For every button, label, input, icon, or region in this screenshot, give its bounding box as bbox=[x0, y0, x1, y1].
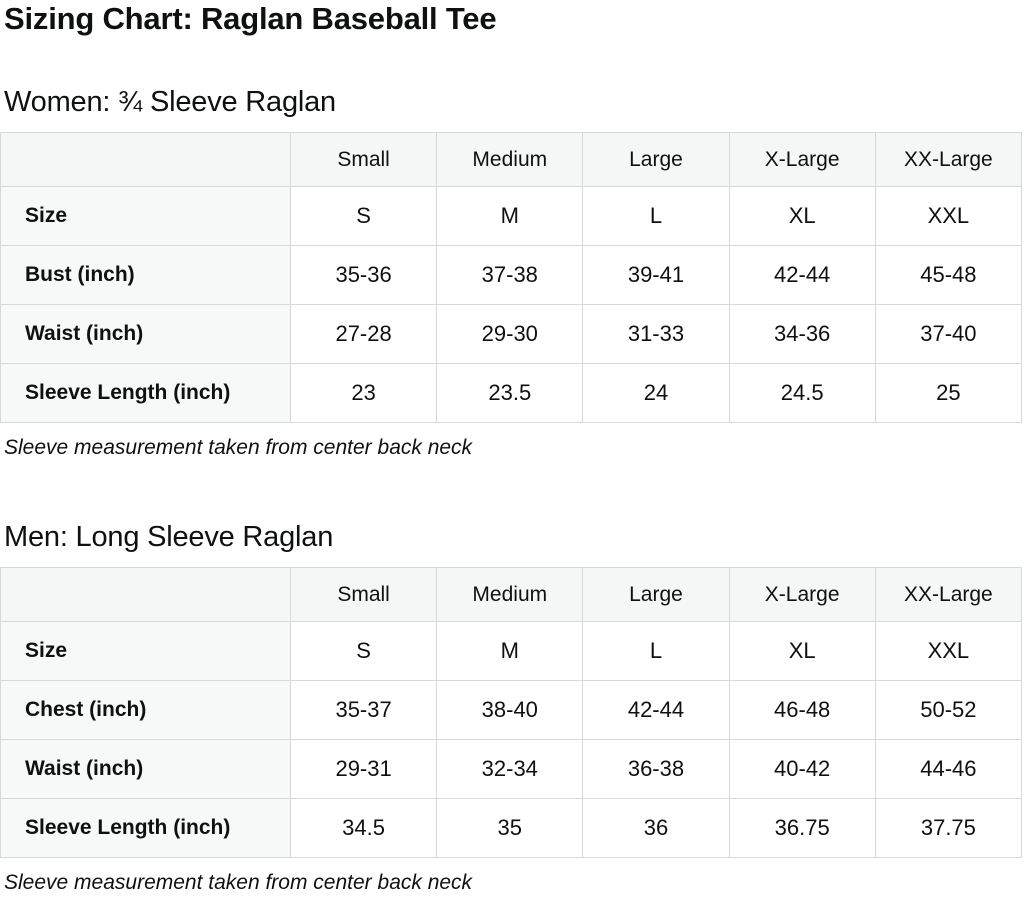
row-label-sleeve-length: Sleeve Length (inch) bbox=[0, 798, 291, 858]
value-cell: M bbox=[436, 186, 584, 246]
value-cell: 37-40 bbox=[874, 304, 1023, 364]
value-cell: 32-34 bbox=[436, 739, 584, 799]
value-cell: XL bbox=[728, 186, 876, 246]
table-row-sleeve-length: Sleeve Length (inch) 34.5 35 36 36.75 37… bbox=[0, 798, 1023, 858]
column-header-medium: Medium bbox=[436, 567, 584, 622]
row-label-size: Size bbox=[0, 186, 291, 246]
table-row-chest: Chest (inch) 35-37 38-40 42-44 46-48 50-… bbox=[0, 680, 1023, 740]
table-row-sleeve-length: Sleeve Length (inch) 23 23.5 24 24.5 25 bbox=[0, 363, 1023, 423]
table-row-waist: Waist (inch) 29-31 32-34 36-38 40-42 44-… bbox=[0, 739, 1023, 799]
value-cell: 42-44 bbox=[582, 680, 730, 740]
value-cell: 29-30 bbox=[436, 304, 584, 364]
column-header-xx-large: XX-Large bbox=[874, 132, 1023, 187]
sleeve-measurement-note-women: Sleeve measurement taken from center bac… bbox=[4, 436, 473, 459]
value-cell: M bbox=[436, 621, 584, 681]
table-row-waist: Waist (inch) 27-28 29-30 31-33 34-36 37-… bbox=[0, 304, 1023, 364]
value-cell: 31-33 bbox=[582, 304, 730, 364]
sizing-table-men: Small Medium Large X-Large XX-Large Size… bbox=[0, 567, 1023, 858]
row-label-chest: Chest (inch) bbox=[0, 680, 291, 740]
sleeve-measurement-note-men: Sleeve measurement taken from center bac… bbox=[4, 871, 473, 894]
section-heading-men: Men: Long Sleeve Raglan bbox=[4, 521, 334, 553]
value-cell: L bbox=[582, 186, 730, 246]
table-header-row: Small Medium Large X-Large XX-Large bbox=[0, 132, 1023, 187]
corner-cell bbox=[0, 567, 291, 622]
value-cell: 38-40 bbox=[436, 680, 584, 740]
sizing-table-women: Small Medium Large X-Large XX-Large Size… bbox=[0, 132, 1023, 423]
value-cell: 44-46 bbox=[874, 739, 1023, 799]
corner-cell bbox=[0, 132, 291, 187]
value-cell: 36 bbox=[582, 798, 730, 858]
value-cell: 35-37 bbox=[289, 680, 438, 740]
section-heading-women: Women: ¾ Sleeve Raglan bbox=[4, 86, 336, 118]
value-cell: 35-36 bbox=[289, 245, 438, 305]
value-cell: S bbox=[289, 186, 438, 246]
column-header-large: Large bbox=[582, 132, 730, 187]
table-header-row: Small Medium Large X-Large XX-Large bbox=[0, 567, 1023, 622]
column-header-large: Large bbox=[582, 567, 730, 622]
value-cell: 23.5 bbox=[436, 363, 584, 423]
row-label-size: Size bbox=[0, 621, 291, 681]
row-label-bust: Bust (inch) bbox=[0, 245, 291, 305]
row-label-sleeve-length: Sleeve Length (inch) bbox=[0, 363, 291, 423]
value-cell: 42-44 bbox=[728, 245, 876, 305]
value-cell: 35 bbox=[436, 798, 584, 858]
value-cell: S bbox=[289, 621, 438, 681]
page-title: Sizing Chart: Raglan Baseball Tee bbox=[4, 1, 497, 36]
value-cell: 24 bbox=[582, 363, 730, 423]
value-cell: 50-52 bbox=[874, 680, 1023, 740]
value-cell: 34-36 bbox=[728, 304, 876, 364]
value-cell: L bbox=[582, 621, 730, 681]
value-cell: 29-31 bbox=[289, 739, 438, 799]
value-cell: 37-38 bbox=[436, 245, 584, 305]
column-header-x-large: X-Large bbox=[728, 132, 876, 187]
table-row-size: Size S M L XL XXL bbox=[0, 621, 1023, 681]
value-cell: XXL bbox=[874, 621, 1023, 681]
value-cell: 34.5 bbox=[289, 798, 438, 858]
value-cell: 39-41 bbox=[582, 245, 730, 305]
value-cell: 40-42 bbox=[728, 739, 876, 799]
column-header-small: Small bbox=[289, 567, 438, 622]
value-cell: 23 bbox=[289, 363, 438, 423]
value-cell: 25 bbox=[874, 363, 1023, 423]
column-header-x-large: X-Large bbox=[728, 567, 876, 622]
value-cell: 24.5 bbox=[728, 363, 876, 423]
row-label-waist: Waist (inch) bbox=[0, 739, 291, 799]
value-cell: 36-38 bbox=[582, 739, 730, 799]
column-header-medium: Medium bbox=[436, 132, 584, 187]
value-cell: 27-28 bbox=[289, 304, 438, 364]
value-cell: 36.75 bbox=[728, 798, 876, 858]
value-cell: 46-48 bbox=[728, 680, 876, 740]
table-row-bust: Bust (inch) 35-36 37-38 39-41 42-44 45-4… bbox=[0, 245, 1023, 305]
column-header-xx-large: XX-Large bbox=[874, 567, 1023, 622]
value-cell: XL bbox=[728, 621, 876, 681]
value-cell: 37.75 bbox=[874, 798, 1023, 858]
value-cell: XXL bbox=[874, 186, 1023, 246]
row-label-waist: Waist (inch) bbox=[0, 304, 291, 364]
table-row-size: Size S M L XL XXL bbox=[0, 186, 1023, 246]
value-cell: 45-48 bbox=[874, 245, 1023, 305]
column-header-small: Small bbox=[289, 132, 438, 187]
